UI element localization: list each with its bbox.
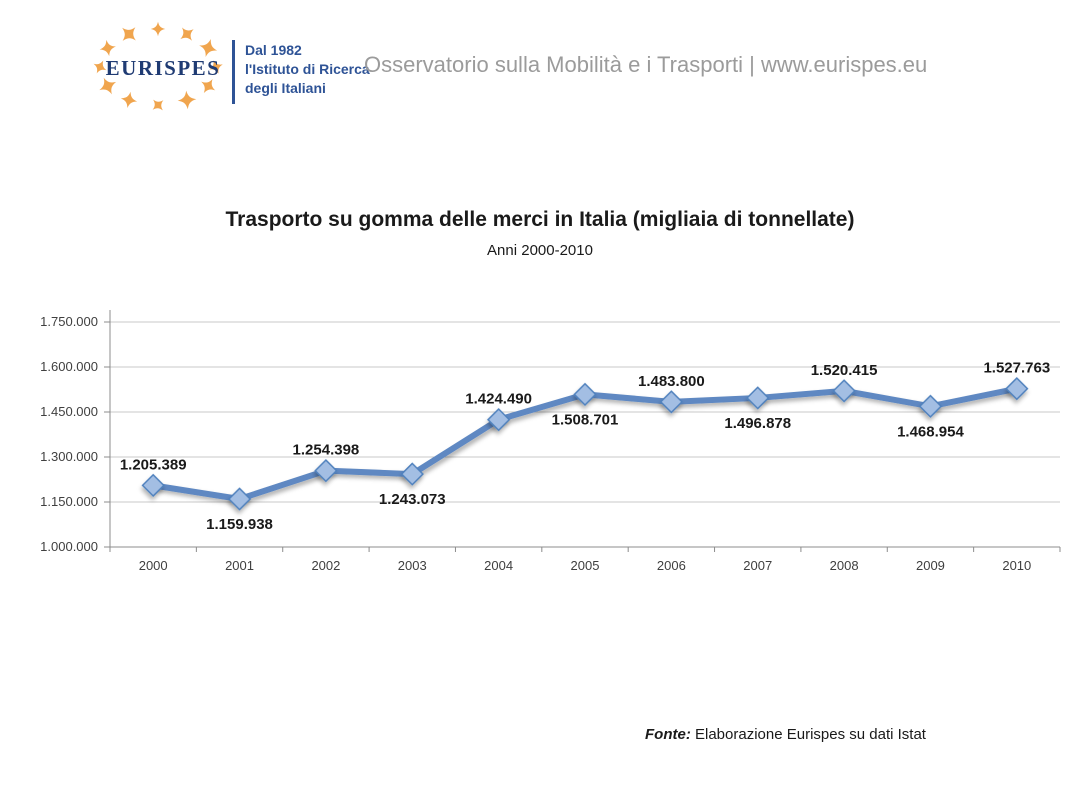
logo-star-icon xyxy=(150,21,166,37)
y-axis-tick-label: 1.300.000 xyxy=(40,449,98,464)
x-axis-tick-label: 2009 xyxy=(916,558,945,573)
data-label-2006: 1.483.800 xyxy=(638,373,705,390)
logo-star-icon xyxy=(120,91,138,109)
logo-star-icon xyxy=(180,27,194,41)
header-title: Osservatorio sulla Mobilità e i Trasport… xyxy=(364,52,928,77)
data-label-2008: 1.520.415 xyxy=(811,362,878,379)
logo-star-icon xyxy=(209,60,223,74)
data-point-2007 xyxy=(746,386,770,410)
x-axis-tick-label: 2006 xyxy=(657,558,686,573)
logo-divider xyxy=(232,40,235,104)
x-axis-tick-label: 2004 xyxy=(484,558,513,573)
chart-data-labels: 1.205.389 1.159.938 1.254.398 1.243.073 1.42… xyxy=(120,360,1050,533)
chart-axes: 1.000.000 1.150.000 1.300.000 1.450.000 1.60… xyxy=(40,310,1061,573)
x-axis-tick-label: 2005 xyxy=(571,558,600,573)
data-point-2000 xyxy=(141,473,165,498)
data-label-2003: 1.243.073 xyxy=(379,491,446,508)
x-axis-tick-label: 2001 xyxy=(225,558,254,573)
tagline-line-1: Dal 1982 xyxy=(245,42,302,58)
data-label-2007: 1.496.878 xyxy=(724,415,791,432)
data-label-2010: 1.527.763 xyxy=(983,360,1050,377)
data-point-2002 xyxy=(314,459,338,483)
x-axis-tick-label: 2003 xyxy=(398,558,427,573)
data-point-2004 xyxy=(486,407,511,432)
tagline-line-2: l'Istituto di Ricerca xyxy=(245,61,370,77)
y-axis-tick-label: 1.150.000 xyxy=(40,494,98,509)
source-text: Elaborazione Eurispes su dati Istat xyxy=(690,726,926,743)
y-axis-tick-label: 1.450.000 xyxy=(40,404,98,419)
x-axis-tick-label: 2007 xyxy=(743,558,772,573)
logo-star-icon xyxy=(201,78,216,94)
data-label-2009: 1.468.954 xyxy=(897,423,964,440)
line-chart: 1.000.000 1.150.000 1.300.000 1.450.000 1.60… xyxy=(40,310,1061,573)
data-label-2004: 1.424.490 xyxy=(465,391,532,408)
data-point-2005 xyxy=(573,382,597,407)
logo-tagline: Dal 1982 l'Istituto di Ricerca degli Ita… xyxy=(245,41,370,98)
data-point-2006 xyxy=(659,390,684,414)
x-axis-tick-label: 2002 xyxy=(311,558,340,573)
logo-star-icon xyxy=(99,77,117,95)
eurispes-logo xyxy=(93,21,223,111)
logo-star-icon xyxy=(93,60,107,74)
chart-subtitle: Anni 2000-2010 xyxy=(487,242,593,259)
x-axis-tick-label: 2000 xyxy=(139,558,168,573)
data-label-2002: 1.254.398 xyxy=(293,442,360,459)
data-point-2010 xyxy=(1005,377,1029,401)
data-label-2000: 1.205.389 xyxy=(120,456,187,473)
source-note: Fonte: Elaborazione Eurispes su dati Ist… xyxy=(645,726,926,743)
logo-star-icon xyxy=(122,27,136,41)
chart-series xyxy=(141,377,1029,511)
logo-star-icon xyxy=(99,39,116,57)
data-point-2008 xyxy=(832,379,856,403)
logo-star-icon xyxy=(152,99,164,111)
x-axis-tick-label: 2010 xyxy=(1002,558,1031,573)
data-label-2001: 1.159.938 xyxy=(206,516,273,533)
data-point-2003 xyxy=(400,462,424,486)
tagline-line-3: degli Italiani xyxy=(245,80,326,96)
chart-title: Trasporto su gomma delle merci in Italia… xyxy=(225,208,855,231)
data-point-2009 xyxy=(918,394,943,418)
data-label-2005: 1.508.701 xyxy=(552,411,619,428)
eurispes-brand-text: EURISPES xyxy=(105,56,221,80)
logo-star-icon xyxy=(199,39,218,57)
y-axis-tick-label: 1.750.000 xyxy=(40,314,98,329)
logo-star-icon xyxy=(177,90,197,110)
data-point-2001 xyxy=(227,487,252,511)
y-axis-tick-label: 1.000.000 xyxy=(40,539,98,554)
y-axis-tick-label: 1.600.000 xyxy=(40,359,98,374)
x-axis-tick-label: 2008 xyxy=(830,558,859,573)
chart-gridlines xyxy=(110,321,1060,503)
source-label: Fonte: xyxy=(645,726,691,743)
